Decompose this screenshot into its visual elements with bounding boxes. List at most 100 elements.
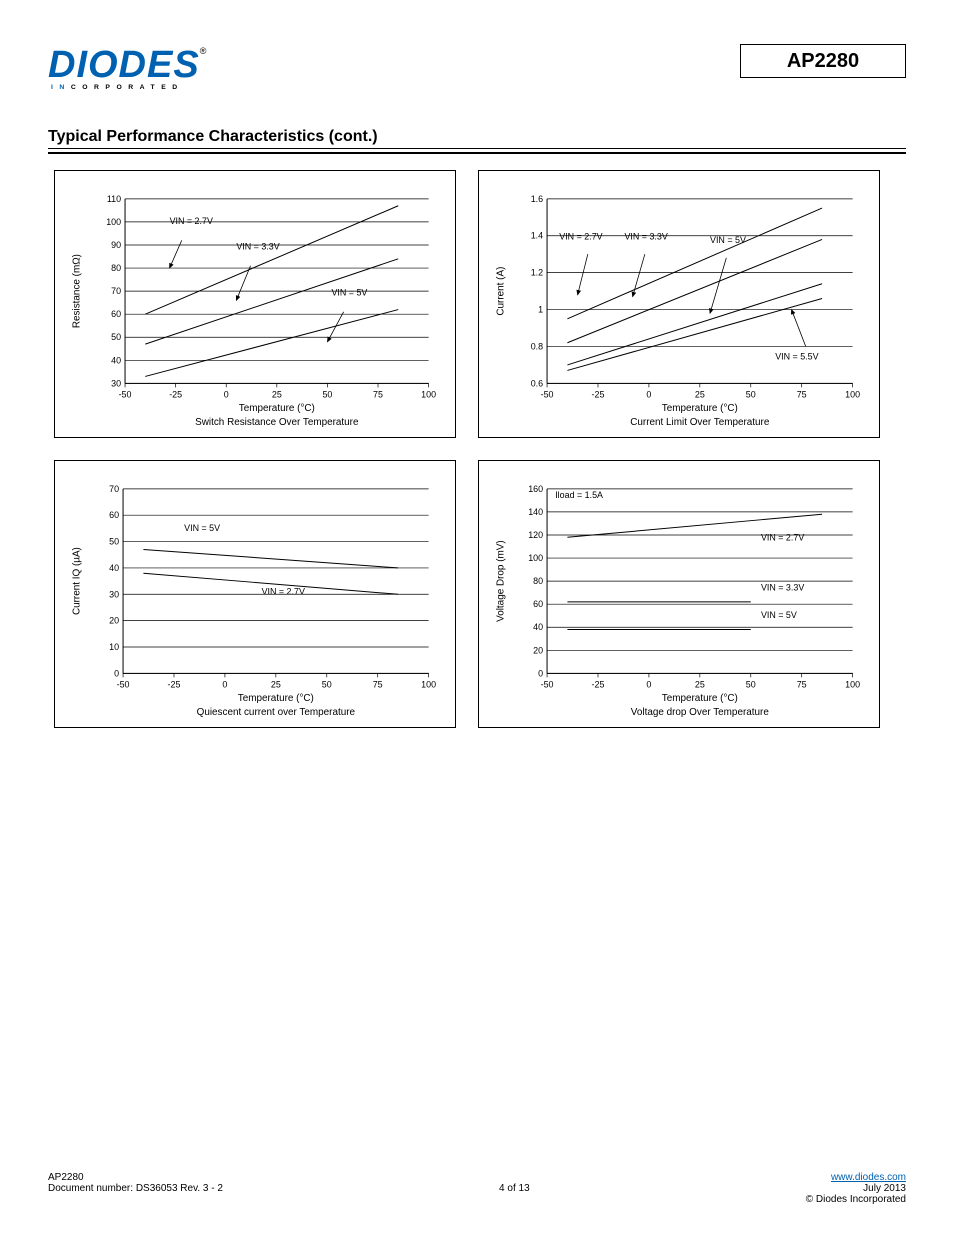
- svg-text:0.8: 0.8: [531, 341, 543, 351]
- svg-text:75: 75: [797, 679, 807, 689]
- part-number: AP2280: [787, 50, 859, 73]
- svg-text:0: 0: [224, 389, 229, 399]
- svg-text:Temperature (°C): Temperature (°C): [662, 693, 738, 704]
- svg-text:1.4: 1.4: [531, 230, 543, 240]
- svg-text:60: 60: [111, 309, 121, 319]
- footer-doc: Document number: DS36053 Rev. 3 - 2: [48, 1183, 223, 1194]
- chart-ilim-vs-temp: 0.60.811.21.41.6-50-250255075100VIN = 2.…: [478, 170, 880, 438]
- svg-text:100: 100: [421, 679, 436, 689]
- chart-ron-svg: 30405060708090100110-50-250255075100VIN …: [63, 179, 447, 429]
- svg-text:Temperature (°C): Temperature (°C): [662, 403, 738, 414]
- svg-text:1.6: 1.6: [531, 193, 543, 203]
- svg-text:VIN = 2.7V: VIN = 2.7V: [170, 216, 213, 226]
- svg-text:100: 100: [528, 553, 543, 563]
- svg-text:VIN = 2.7V: VIN = 2.7V: [262, 586, 305, 596]
- svg-text:-50: -50: [541, 389, 554, 399]
- svg-text:10: 10: [109, 641, 119, 651]
- svg-text:160: 160: [528, 483, 543, 493]
- svg-text:50: 50: [109, 536, 119, 546]
- brand-logo: DIODES® INCORPORATED: [48, 44, 238, 92]
- svg-text:-50: -50: [541, 679, 554, 689]
- svg-text:VIN = 2.7V: VIN = 2.7V: [761, 532, 804, 542]
- svg-text:100: 100: [845, 389, 860, 399]
- svg-text:50: 50: [111, 332, 121, 342]
- svg-text:Current IQ (µA): Current IQ (µA): [71, 547, 82, 615]
- svg-text:Voltage Drop (mV): Voltage Drop (mV): [495, 540, 506, 621]
- chart-iq-svg: 010203040506070-50-250255075100VIN = 5VV…: [63, 469, 447, 719]
- svg-text:70: 70: [109, 483, 119, 493]
- svg-text:120: 120: [528, 529, 543, 539]
- svg-text:25: 25: [272, 389, 282, 399]
- svg-text:-50: -50: [119, 389, 132, 399]
- svg-text:90: 90: [111, 239, 121, 249]
- footer-left: AP2280 Document number: DS36053 Rev. 3 -…: [48, 1172, 223, 1205]
- svg-text:100: 100: [106, 216, 121, 226]
- footer-date: July 2013: [863, 1183, 906, 1194]
- svg-text:20: 20: [109, 615, 119, 625]
- svg-text:VIN = 3.3V: VIN = 3.3V: [624, 231, 667, 241]
- svg-text:25: 25: [695, 389, 705, 399]
- svg-text:30: 30: [109, 589, 119, 599]
- svg-text:80: 80: [111, 263, 121, 273]
- svg-text:25: 25: [271, 679, 281, 689]
- svg-text:140: 140: [528, 506, 543, 516]
- svg-text:Current Limit Over Temperature: Current Limit Over Temperature: [630, 417, 770, 428]
- svg-text:Quiescent current over Tempera: Quiescent current over Temperature: [197, 707, 356, 718]
- footer-right: www.diodes.com July 2013 © Diodes Incorp…: [806, 1172, 906, 1205]
- part-number-box: AP2280: [740, 44, 906, 78]
- logo-text: DIODES: [48, 44, 200, 86]
- svg-text:20: 20: [533, 645, 543, 655]
- svg-text:-25: -25: [592, 389, 605, 399]
- svg-text:VIN = 5.5V: VIN = 5.5V: [775, 351, 818, 361]
- page-footer: AP2280 Document number: DS36053 Rev. 3 -…: [48, 1172, 906, 1205]
- svg-text:Switch Resistance Over Tempera: Switch Resistance Over Temperature: [195, 417, 359, 428]
- svg-text:VIN = 5V: VIN = 5V: [710, 235, 746, 245]
- svg-text:0: 0: [222, 679, 227, 689]
- svg-text:-25: -25: [168, 679, 181, 689]
- svg-text:100: 100: [421, 389, 436, 399]
- svg-text:VIN = 2.7V: VIN = 2.7V: [559, 231, 602, 241]
- logo-reg: ®: [200, 46, 208, 56]
- svg-text:VIN = 5V: VIN = 5V: [331, 287, 367, 297]
- chart-ilim-svg: 0.60.811.21.41.6-50-250255075100VIN = 2.…: [487, 179, 871, 429]
- svg-text:75: 75: [373, 389, 383, 399]
- svg-text:Temperature (°C): Temperature (°C): [238, 693, 314, 704]
- footer-copyright: © Diodes Incorporated: [806, 1194, 906, 1205]
- svg-text:100: 100: [845, 679, 860, 689]
- svg-text:25: 25: [695, 679, 705, 689]
- svg-text:40: 40: [109, 562, 119, 572]
- svg-text:Iload = 1.5A: Iload = 1.5A: [555, 490, 603, 500]
- footer-part: AP2280: [48, 1172, 84, 1183]
- svg-text:40: 40: [111, 355, 121, 365]
- svg-text:60: 60: [533, 599, 543, 609]
- svg-text:110: 110: [107, 193, 121, 203]
- svg-text:80: 80: [533, 576, 543, 586]
- svg-text:Temperature (°C): Temperature (°C): [239, 403, 315, 414]
- svg-text:0: 0: [646, 389, 651, 399]
- svg-text:VIN = 5V: VIN = 5V: [184, 523, 220, 533]
- svg-text:40: 40: [533, 622, 543, 632]
- svg-text:VIN = 3.3V: VIN = 3.3V: [761, 582, 804, 592]
- svg-text:0: 0: [538, 668, 543, 678]
- svg-text:VIN = 5V: VIN = 5V: [761, 610, 797, 620]
- svg-text:0: 0: [114, 668, 119, 678]
- svg-text:-50: -50: [117, 679, 130, 689]
- footer-center: 4 of 13: [499, 1172, 530, 1205]
- chart-vdrop-vs-temp: 020406080100120140160-50-250255075100Ilo…: [478, 460, 880, 728]
- section-title: Typical Performance Characteristics (con…: [48, 128, 906, 149]
- svg-text:-25: -25: [169, 389, 182, 399]
- svg-text:1: 1: [538, 304, 543, 314]
- svg-text:0: 0: [646, 679, 651, 689]
- svg-text:50: 50: [746, 389, 756, 399]
- svg-text:50: 50: [746, 679, 756, 689]
- chart-vdrop-svg: 020406080100120140160-50-250255075100Ilo…: [487, 469, 871, 719]
- svg-text:VIN = 3.3V: VIN = 3.3V: [236, 241, 279, 251]
- svg-text:70: 70: [111, 286, 121, 296]
- svg-text:Current (A): Current (A): [495, 266, 506, 315]
- footer-link[interactable]: www.diodes.com: [831, 1172, 906, 1183]
- svg-text:0.6: 0.6: [531, 378, 543, 388]
- svg-text:50: 50: [322, 679, 332, 689]
- svg-text:Resistance (mΩ): Resistance (mΩ): [71, 254, 82, 328]
- svg-text:50: 50: [322, 389, 332, 399]
- footer-page: 4 of 13: [499, 1183, 530, 1194]
